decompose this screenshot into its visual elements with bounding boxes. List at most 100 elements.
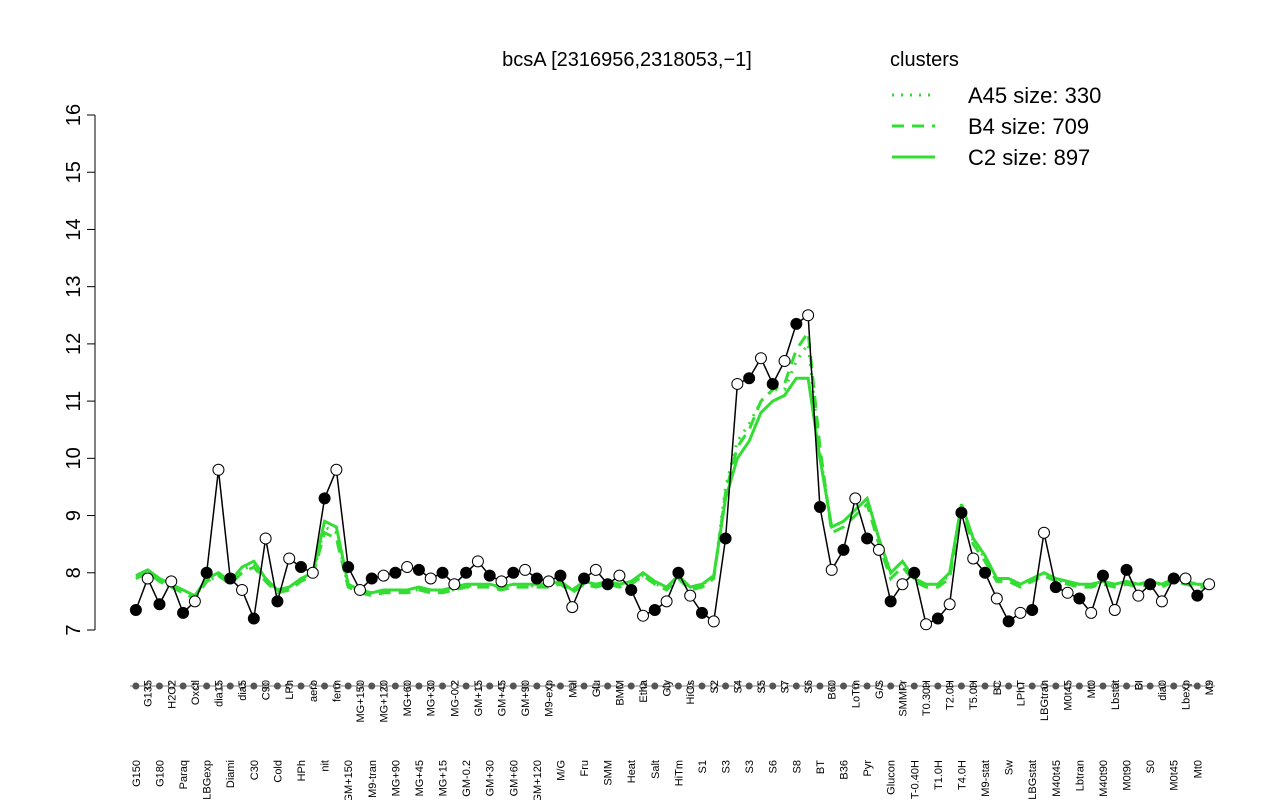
rug-mark: [1028, 682, 1036, 690]
rug-mark: [203, 682, 211, 690]
rug-mark: [144, 682, 152, 690]
x-tick-label: MG+90: [390, 760, 402, 796]
data-point: [920, 618, 933, 631]
x-tick-label: dia15: [213, 680, 225, 707]
x-tick-label: Lbexp: [1181, 680, 1193, 710]
rug-mark: [969, 682, 977, 690]
rug-mark: [781, 682, 789, 690]
data-point: [637, 609, 650, 622]
x-tick-label: HPh: [296, 760, 308, 781]
x-tick-label: BC: [992, 680, 1004, 695]
rug-mark: [1134, 682, 1142, 690]
rug-mark: [792, 682, 800, 690]
x-tick-label: M9-tran: [367, 760, 379, 798]
x-tick-label: GM+30: [485, 760, 497, 796]
data-point: [1179, 572, 1192, 585]
rug-mark: [627, 682, 635, 690]
x-tick-label: Cold: [272, 760, 284, 783]
y-tick-label: 16: [63, 104, 85, 126]
rug-mark: [462, 682, 470, 690]
rug-mark: [250, 682, 258, 690]
rug-mark: [1016, 682, 1024, 690]
rug-mark: [686, 682, 694, 690]
data-point: [837, 543, 850, 556]
data-point: [460, 566, 473, 579]
y-tick-label: 13: [63, 276, 85, 298]
data-point: [1037, 526, 1050, 539]
data-point: [955, 506, 968, 519]
data-point: [1061, 586, 1074, 599]
rug-mark: [332, 682, 340, 690]
data-point: [141, 572, 154, 585]
data-point: [318, 492, 331, 505]
legend-label: B4 size: 709: [968, 114, 1089, 139]
chart-title: bcsA [2316956,2318053,−1]: [502, 49, 752, 71]
legend-label: A45 size: 330: [968, 83, 1101, 108]
x-tick-label: T4.0H: [956, 760, 968, 790]
data-point: [589, 563, 602, 576]
rug-mark: [1087, 682, 1095, 690]
rug-mark: [1075, 682, 1083, 690]
data-point: [872, 543, 885, 556]
x-tick-label: T-0.40H: [909, 760, 921, 799]
rug-mark: [651, 682, 659, 690]
rug-mark: [497, 682, 505, 690]
data-point: [519, 563, 532, 576]
rug-mark: [297, 682, 305, 690]
rug-mark: [179, 682, 187, 690]
data-point: [507, 566, 520, 579]
rug-mark: [1052, 682, 1060, 690]
x-tick-label: GM-0.2: [461, 760, 473, 797]
rug-mark: [604, 682, 612, 690]
x-tick-label: G180: [154, 760, 166, 787]
y-tick-label: 8: [63, 567, 85, 578]
rug-mark: [509, 682, 517, 690]
x-tick-label: GM+90: [520, 680, 532, 716]
rug-mark: [344, 682, 352, 690]
data-point: [684, 589, 697, 602]
data-point: [1014, 606, 1027, 619]
data-point: [861, 532, 874, 545]
legend-label: C2 size: 897: [968, 145, 1090, 170]
data-point: [330, 463, 343, 476]
data-point: [719, 532, 732, 545]
data-point: [990, 592, 1003, 605]
data-point: [825, 563, 838, 576]
data-point: [1108, 603, 1121, 616]
data-point: [813, 500, 826, 513]
rug-mark: [816, 682, 824, 690]
x-tick-label: SMM: [603, 760, 615, 786]
x-tick-label: T2.0H: [945, 680, 957, 710]
rug-mark: [710, 682, 718, 690]
cluster-line: [135, 339, 1210, 598]
data-point: [1155, 595, 1168, 608]
rug-mark: [946, 682, 954, 690]
x-tick-label: S2: [709, 680, 721, 693]
x-tick-label: MG+120: [379, 680, 391, 723]
y-tick-label: 10: [63, 447, 85, 469]
data-point: [177, 606, 190, 619]
rug-mark: [545, 682, 553, 690]
x-tick-label: LBGexp: [202, 760, 214, 800]
data-point: [1026, 603, 1039, 616]
data-point: [483, 569, 496, 582]
x-tick-label: HiTm: [673, 760, 685, 786]
data-point: [1096, 569, 1109, 582]
data-point: [224, 572, 237, 585]
x-tick-label: G135: [143, 680, 155, 707]
rug-mark: [698, 682, 706, 690]
rug-mark: [450, 682, 458, 690]
data-point: [495, 575, 508, 588]
rug-mark: [615, 682, 623, 690]
y-tick-label: 11: [63, 391, 85, 412]
data-point: [153, 598, 166, 611]
x-tick-label: T0.30H: [921, 680, 933, 716]
rug-mark: [674, 682, 682, 690]
x-tick-label: Fru: [579, 760, 591, 777]
rug-mark: [391, 682, 399, 690]
rug-mark: [380, 682, 388, 690]
data-point: [412, 563, 425, 576]
x-tick-label: S0: [1145, 760, 1157, 773]
